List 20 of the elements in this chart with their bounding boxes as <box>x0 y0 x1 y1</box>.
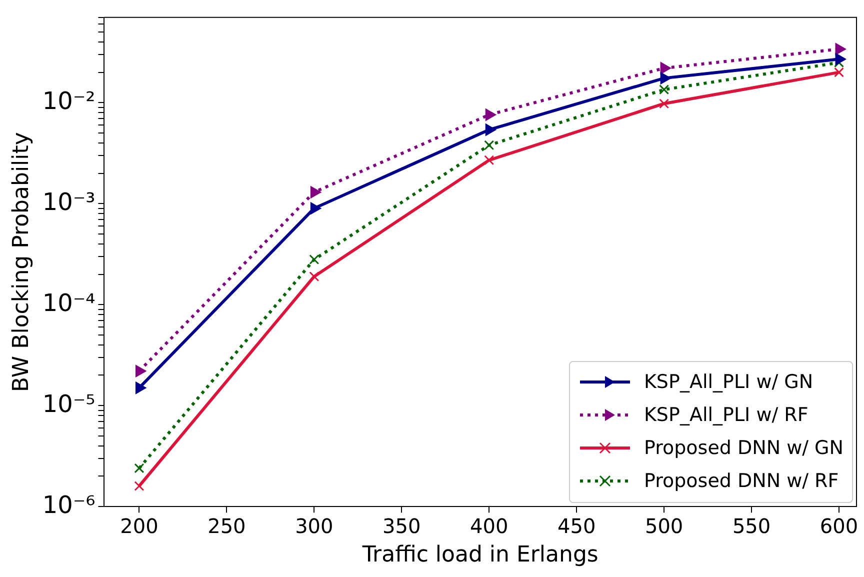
y-tick-label: 10⁻² <box>42 86 96 115</box>
legend-label: Proposed DNN w/ GN <box>644 437 844 460</box>
x-tick-label: 350 <box>382 514 421 538</box>
x-tick-label: 600 <box>820 514 858 538</box>
x-tick-label: 200 <box>120 514 158 538</box>
x-tick-label: 450 <box>557 514 596 538</box>
x-tick-label: 400 <box>470 514 508 538</box>
legend-label: Proposed DNN w/ RF <box>644 470 839 492</box>
x-tick-label: 500 <box>644 514 684 538</box>
y-tick-label: 10⁻⁴ <box>42 288 96 317</box>
x-axis-title: Traffic load in Erlangs <box>361 542 598 568</box>
y-tick-label: 10⁻⁵ <box>42 390 96 418</box>
x-tick-label: 300 <box>295 514 334 538</box>
legend-label: KSP_All_PLI w/ RF <box>644 404 808 426</box>
x-tick-label: 550 <box>732 514 771 538</box>
x-tick-label: 250 <box>208 514 246 538</box>
y-tick-label: 10⁻⁶ <box>42 490 96 519</box>
legend-label: KSP_All_PLI w/ GN <box>644 371 814 394</box>
y-axis-title: BW Blocking Probability <box>8 132 34 392</box>
y-tick-label: 10⁻³ <box>42 188 96 216</box>
